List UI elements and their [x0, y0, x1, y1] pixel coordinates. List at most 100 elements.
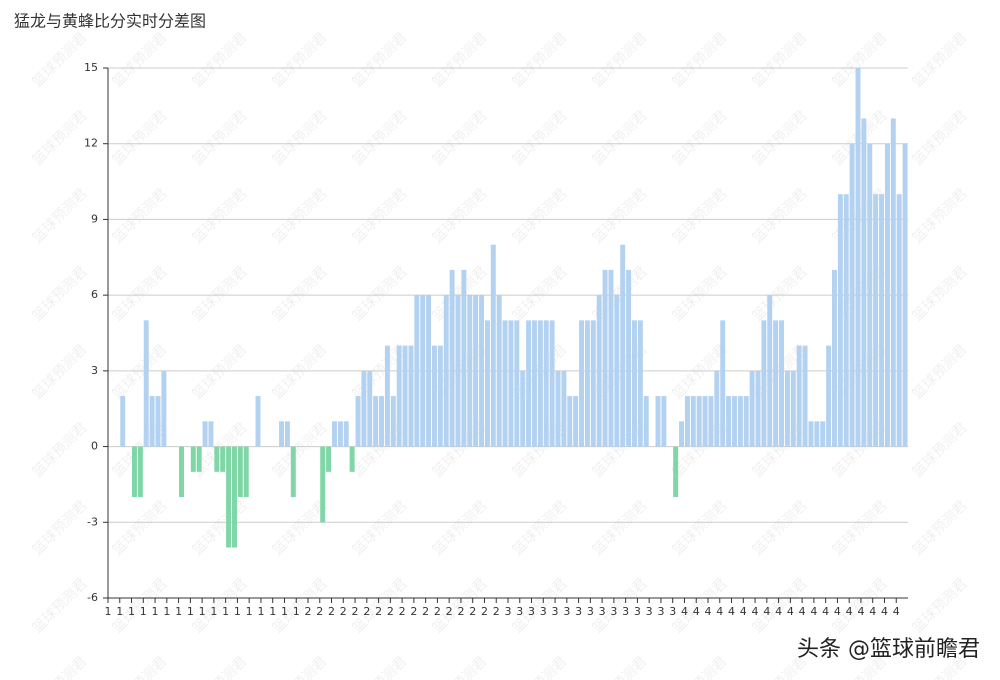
bar	[367, 370, 373, 447]
bar	[784, 370, 790, 447]
y-tick-label: 12	[84, 137, 98, 150]
bar	[879, 194, 884, 447]
bar	[320, 446, 326, 523]
bar	[220, 446, 226, 472]
bar	[761, 320, 767, 447]
watermark: 篮球预测君	[590, 498, 651, 559]
watermark: 篮球预测君	[30, 30, 91, 91]
x-tick-label: 2	[434, 605, 441, 618]
bar	[873, 194, 879, 447]
x-tick-label: 1	[187, 605, 194, 618]
x-tick-label: 1	[116, 605, 123, 618]
bar	[543, 320, 549, 447]
watermark: 篮球预测君	[590, 186, 651, 247]
x-tick-label: 4	[881, 605, 888, 618]
bar	[384, 345, 390, 447]
watermark: 篮球预测君	[270, 108, 331, 169]
watermark: 篮球预测君	[510, 30, 571, 91]
x-tick-label: 3	[516, 605, 523, 618]
watermark: 篮球预测君	[110, 108, 171, 169]
bar	[402, 345, 408, 447]
bar	[290, 446, 296, 498]
x-tick-label: 3	[552, 605, 559, 618]
bar	[467, 295, 473, 447]
x-tick-label: 2	[352, 605, 359, 618]
watermark: 篮球预测君	[910, 264, 971, 325]
bar	[867, 143, 873, 447]
bar	[708, 396, 714, 447]
bar	[514, 320, 520, 447]
watermark: 篮球预测君	[110, 342, 171, 403]
watermark: 篮球预测君	[270, 30, 331, 91]
watermark: 篮球预测君	[110, 30, 171, 91]
bar	[643, 396, 649, 447]
bar	[237, 446, 243, 498]
x-tick-label: 4	[787, 605, 794, 618]
bar	[855, 68, 861, 447]
watermark: 篮球预测君	[830, 498, 891, 559]
x-tick-label: 3	[528, 605, 535, 618]
x-tick-label: 1	[152, 605, 159, 618]
x-tick-label: 1	[128, 605, 135, 618]
x-tick-label: 1	[222, 605, 229, 618]
bar	[120, 396, 126, 447]
bar	[732, 396, 737, 447]
bar	[684, 396, 690, 447]
watermark: 篮球预测君	[350, 498, 411, 559]
bar	[479, 295, 484, 447]
watermark: 篮球预测君	[30, 186, 91, 247]
bar	[208, 421, 214, 447]
y-tick-label: 0	[91, 440, 98, 453]
bar	[890, 118, 896, 447]
bar	[808, 421, 814, 447]
watermark: 篮球预测君	[350, 654, 411, 680]
bar	[202, 421, 208, 447]
watermark: 篮球预测君	[110, 498, 171, 559]
watermark: 篮球预测君	[430, 654, 491, 680]
bar	[720, 320, 726, 447]
bar	[337, 421, 343, 447]
watermark: 篮球预测君	[750, 498, 811, 559]
watermark: 篮球预测君	[270, 264, 331, 325]
credit: 头条 @篮球前瞻君	[797, 637, 980, 662]
y-tick-label: -6	[87, 591, 98, 604]
watermark: 篮球预测君	[750, 108, 811, 169]
bar	[796, 345, 802, 447]
bar	[549, 320, 555, 447]
x-tick-label: 1	[163, 605, 170, 618]
x-tick-label: 4	[822, 605, 829, 618]
y-tick-label: -3	[87, 515, 98, 528]
watermark: 篮球预测君	[30, 264, 91, 325]
bar	[661, 396, 667, 447]
y-tick-label: 15	[84, 61, 98, 74]
bar	[837, 194, 843, 447]
bar	[596, 295, 602, 447]
watermark: 篮球预测君	[110, 654, 171, 680]
watermark: 篮球预测君	[510, 264, 571, 325]
bar	[579, 320, 584, 447]
x-tick-label: 1	[234, 605, 241, 618]
y-tick-label: 9	[91, 212, 98, 225]
bar	[490, 244, 496, 447]
watermark: 篮球预测君	[270, 654, 331, 680]
x-tick-label: 3	[540, 605, 547, 618]
bar	[461, 269, 467, 447]
bar	[655, 396, 661, 447]
bar	[637, 320, 643, 447]
bar	[632, 320, 637, 447]
bar	[567, 396, 573, 447]
x-tick-label: 2	[481, 605, 488, 618]
bar	[214, 446, 220, 472]
watermark: 篮球预测君	[590, 30, 651, 91]
watermark: 篮球预测君	[30, 654, 91, 680]
watermark: 篮球预测君	[430, 186, 491, 247]
bar	[802, 345, 808, 447]
watermark: 篮球预测君	[110, 264, 171, 325]
watermark: 篮球预测君	[910, 498, 971, 559]
x-tick-label: 4	[869, 605, 876, 618]
bar	[396, 345, 402, 447]
bar	[620, 244, 626, 447]
bar	[790, 370, 796, 447]
bar	[226, 446, 232, 548]
